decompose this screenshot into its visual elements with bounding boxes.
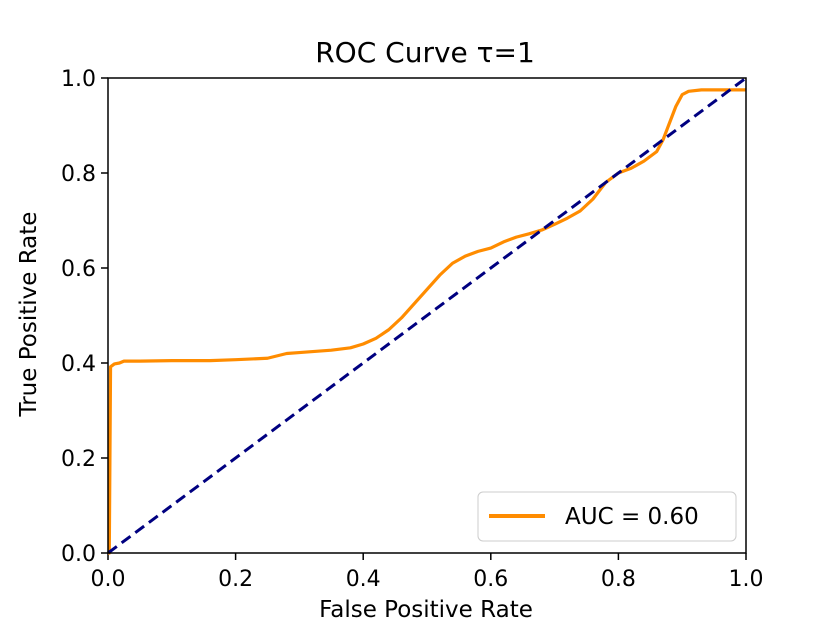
y-axis-label: True Positive Rate [16,212,42,418]
x-axis-ticks: 0.0 0.2 0.4 0.6 0.8 1.0 [91,553,764,592]
x-tick-label: 1.0 [729,567,764,592]
plot-frame [107,77,747,554]
legend: AUC = 0.60 [477,491,737,542]
chart-title: ROC Curve τ=1 [315,36,535,69]
x-tick-label: 0.2 [218,567,253,592]
legend-box [477,491,737,542]
x-tick-label: 0.0 [91,567,126,592]
x-tick-label: 0.6 [473,567,508,592]
y-tick-label: 1.0 [61,67,96,92]
plot-lines [107,76,747,555]
legend-label: AUC = 0.60 [565,504,699,530]
x-tick-label: 0.8 [601,567,636,592]
y-tick-label: 0.2 [61,447,96,472]
x-tick-label: 0.4 [346,567,381,592]
y-axis-ticks: 0.0 0.2 0.4 0.6 0.8 1.0 [61,67,108,567]
y-tick-label: 0.4 [61,352,96,377]
y-tick-label: 0.8 [61,162,96,187]
chance-diagonal-line [107,76,747,555]
y-tick-label: 0.0 [61,542,96,567]
y-tick-label: 0.6 [61,257,96,282]
x-axis-label: False Positive Rate [319,597,533,623]
roc-curve-line [107,88,746,555]
